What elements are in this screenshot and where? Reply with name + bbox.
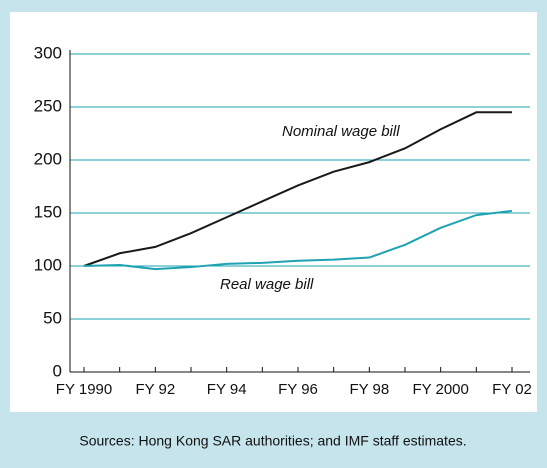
x-tick-label: FY 98 [349,381,389,398]
y-tick-label: 0 [53,361,62,380]
x-tick-label: FY 96 [278,381,318,398]
y-tick-label: 50 [43,308,62,327]
x-tick-label: FY 92 [135,381,175,398]
x-tick-label: FY 94 [207,381,247,398]
x-tick-label: FY 2000 [412,381,468,398]
y-tick-label: 300 [34,43,62,62]
x-tick-label: FY 1990 [56,381,112,398]
y-tick-label: 150 [34,202,62,221]
series-line [83,111,512,267]
y-tick-label: 250 [34,96,62,115]
series-label: Real wage bill [220,276,314,293]
y-tick-label: 100 [34,255,62,274]
panel [10,12,537,412]
series-line [83,209,513,271]
x-tick-label: FY 02 [492,381,532,398]
source-note: Sources: Hong Kong SAR authorities; and … [79,433,466,449]
series-label: Nominal wage bill [282,123,400,140]
y-tick-label: 200 [34,149,62,168]
